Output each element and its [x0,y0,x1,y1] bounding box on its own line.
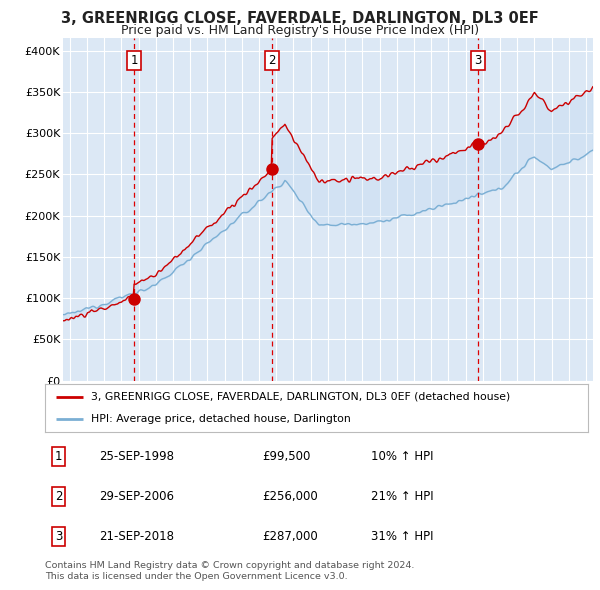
Text: 31% ↑ HPI: 31% ↑ HPI [371,530,433,543]
Text: 1: 1 [55,450,62,463]
Text: This data is licensed under the Open Government Licence v3.0.: This data is licensed under the Open Gov… [45,572,347,581]
Text: 10% ↑ HPI: 10% ↑ HPI [371,450,433,463]
Text: HPI: Average price, detached house, Darlington: HPI: Average price, detached house, Darl… [91,414,351,424]
Text: 3: 3 [55,530,62,543]
Text: 3, GREENRIGG CLOSE, FAVERDALE, DARLINGTON, DL3 0EF (detached house): 3, GREENRIGG CLOSE, FAVERDALE, DARLINGTO… [91,392,511,402]
Text: 2: 2 [268,54,275,67]
Text: 3: 3 [474,54,482,67]
Text: Price paid vs. HM Land Registry's House Price Index (HPI): Price paid vs. HM Land Registry's House … [121,24,479,37]
Text: 21% ↑ HPI: 21% ↑ HPI [371,490,433,503]
Text: 1: 1 [130,54,138,67]
Text: 25-SEP-1998: 25-SEP-1998 [100,450,175,463]
Text: £99,500: £99,500 [262,450,311,463]
Text: 29-SEP-2006: 29-SEP-2006 [100,490,175,503]
Text: £287,000: £287,000 [262,530,318,543]
Text: 21-SEP-2018: 21-SEP-2018 [100,530,175,543]
Text: 3, GREENRIGG CLOSE, FAVERDALE, DARLINGTON, DL3 0EF: 3, GREENRIGG CLOSE, FAVERDALE, DARLINGTO… [61,11,539,25]
Text: Contains HM Land Registry data © Crown copyright and database right 2024.: Contains HM Land Registry data © Crown c… [45,560,415,569]
Text: £256,000: £256,000 [262,490,318,503]
Text: 2: 2 [55,490,62,503]
